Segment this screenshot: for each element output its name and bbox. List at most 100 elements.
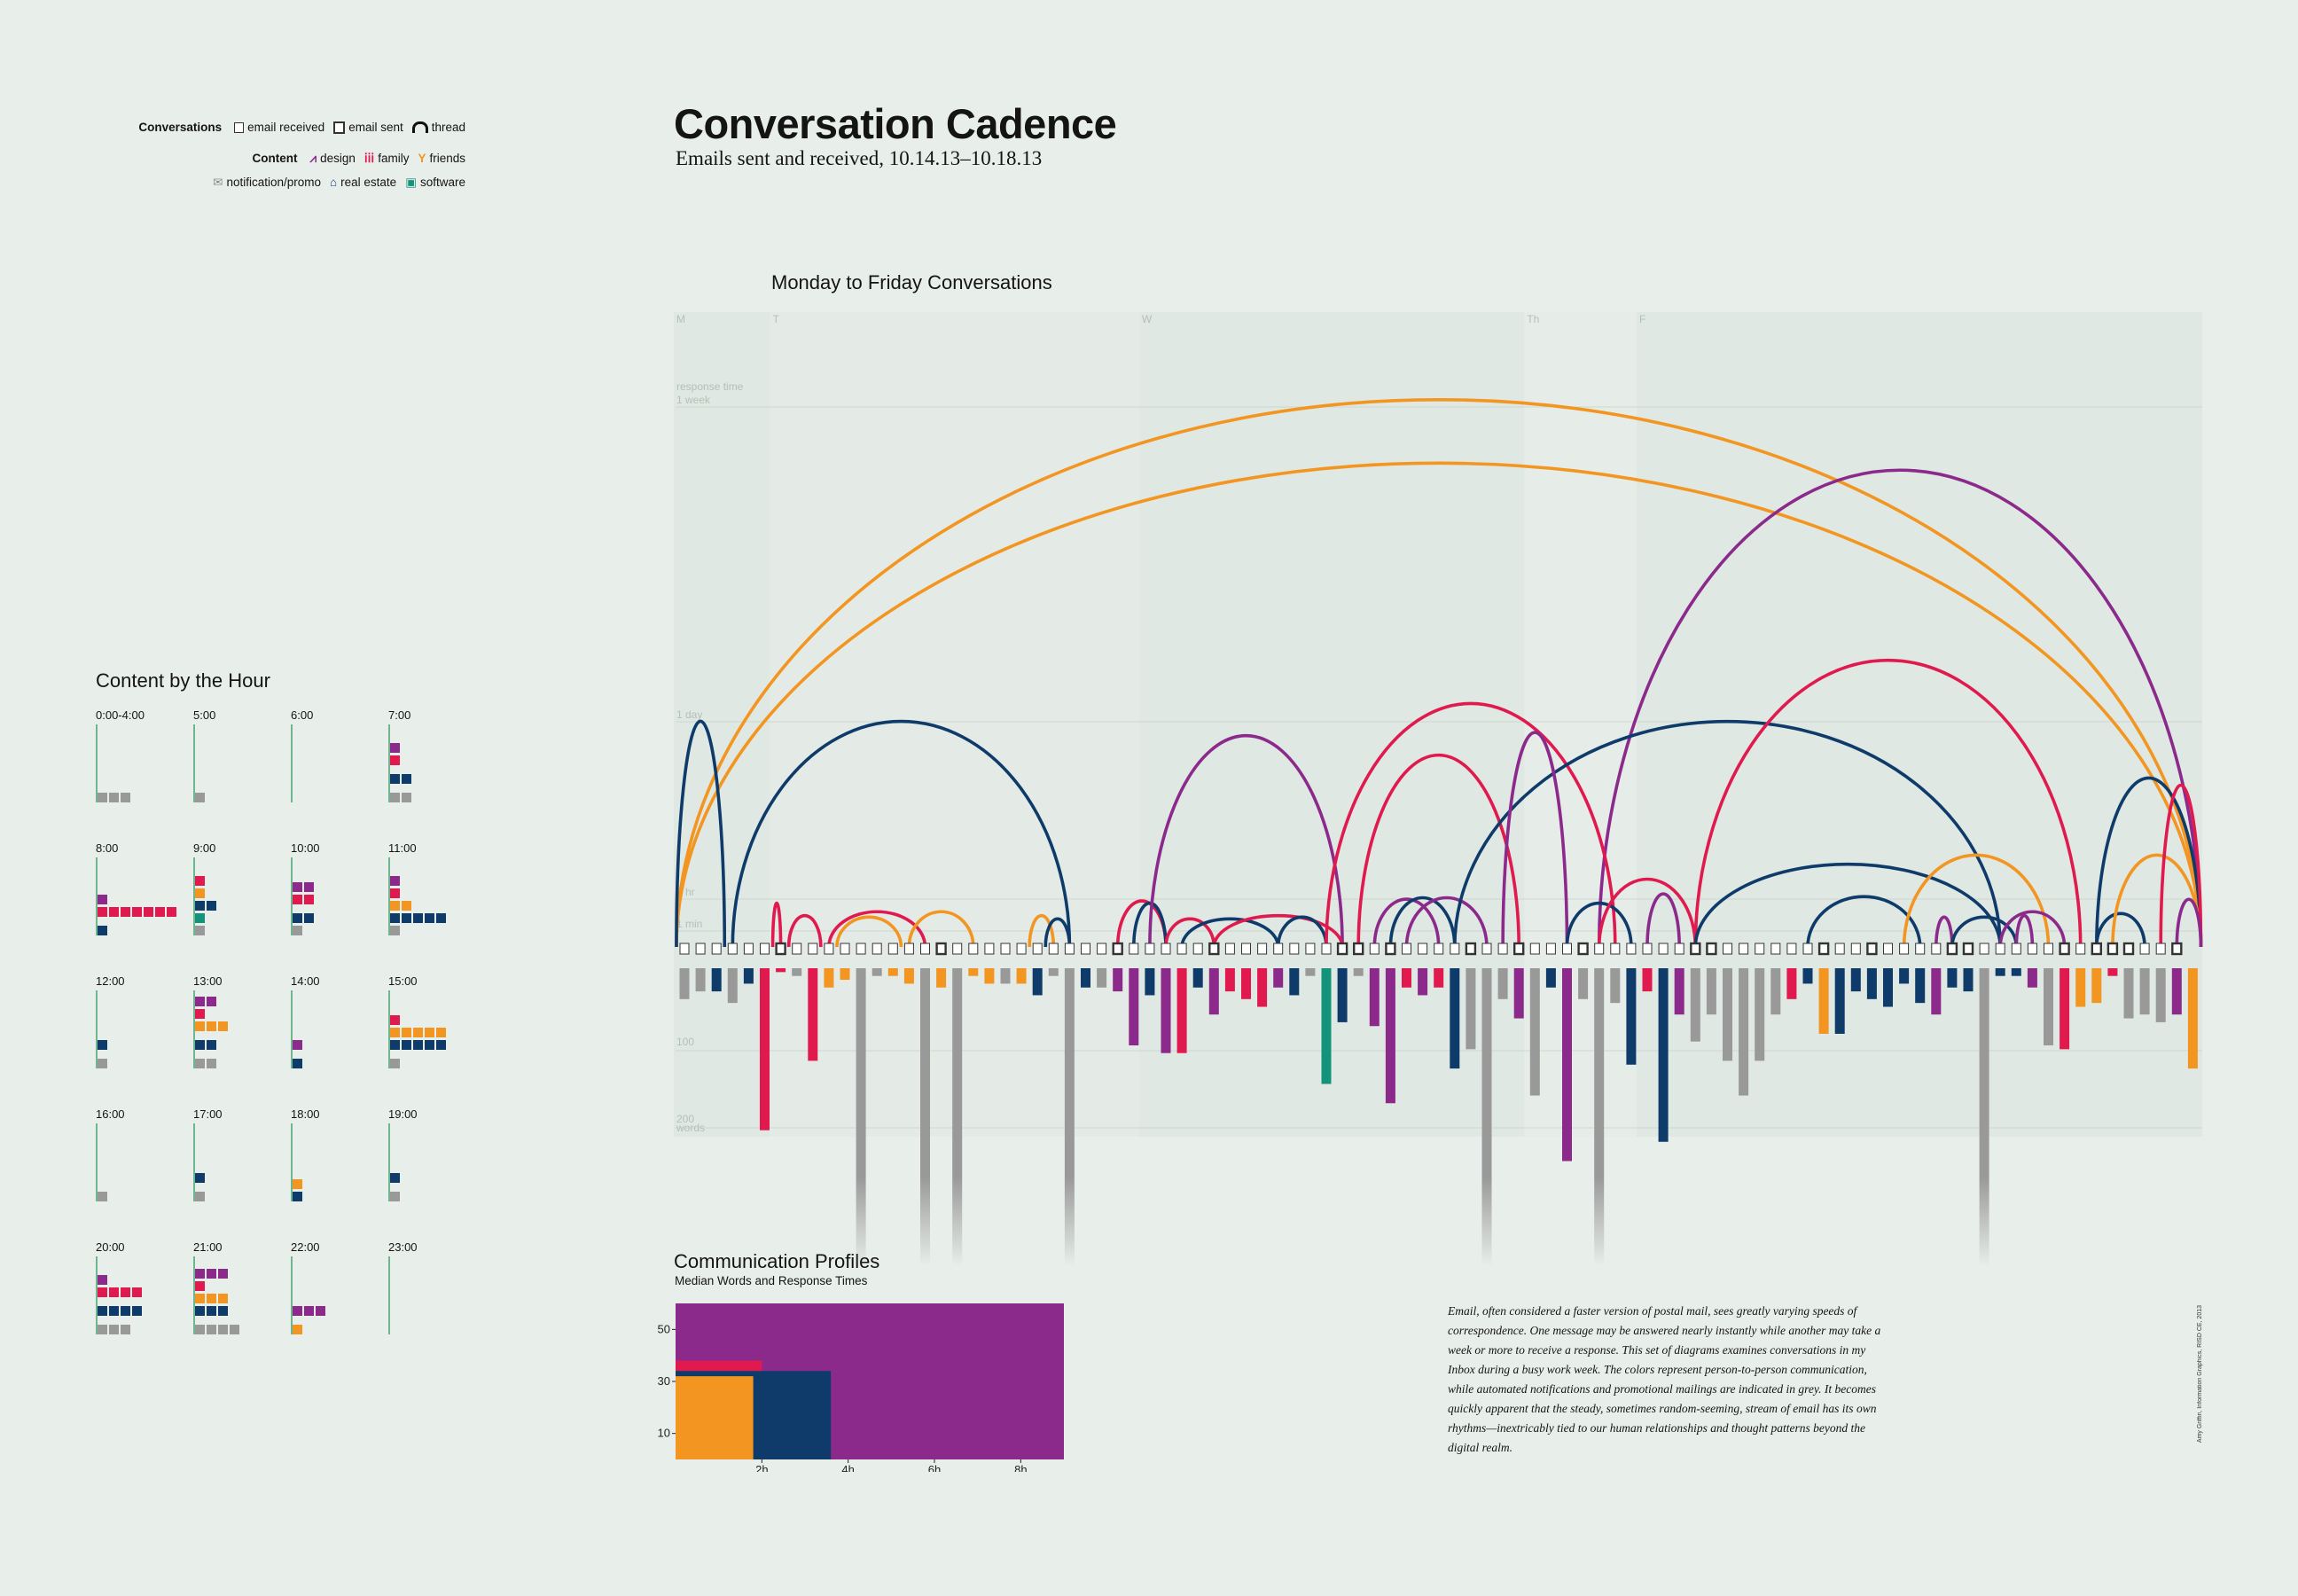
hour-block [293,882,302,892]
hour-block-stack [195,876,216,935]
hour-block-row [293,1325,325,1334]
hour-block-stack [195,1269,239,1334]
hour-axis [96,1123,98,1201]
hour-label: 7:00 [388,708,411,722]
hour-block [413,1028,423,1037]
hour-cell: 22:00 [284,1237,372,1352]
email-sent-box [2171,942,2183,956]
hour-block-row [293,1179,302,1189]
word-bar [2027,968,2037,988]
hour-block [390,1015,400,1025]
hour-block-row [293,1318,325,1322]
email-received-box [840,943,850,955]
word-bar [1097,968,1107,988]
profile-x-tick: 4h [841,1463,854,1472]
hour-block [390,743,400,753]
hour-block [195,1009,205,1019]
email-received-box [2139,943,2150,955]
hour-block [402,913,411,923]
word-bar [1545,968,1556,988]
hour-block [98,1040,107,1050]
design-compass-icon: ⩘ [309,152,317,165]
email-received-box [1497,943,1508,955]
hour-block [167,907,176,917]
email-received-box [711,943,722,955]
hour-block [402,901,411,911]
email-received-box [1642,943,1653,955]
word-bar [872,968,882,976]
hour-label: 5:00 [193,708,216,722]
email-received-box [792,943,802,955]
word-bar [968,968,979,976]
hour-block-row [195,1185,205,1189]
email-received-box [760,943,770,955]
thread-arc [1043,917,1072,948]
hour-axis [96,990,98,1068]
hour-cell: 10:00 [284,838,372,953]
hour-block-row [195,913,216,923]
email-sent-box [1962,942,1974,956]
hour-block [293,1040,302,1050]
hour-block-row [195,1192,205,1201]
word-bar [1353,968,1364,976]
response-level-label: 1 week [676,394,711,406]
email-sent-box [1208,942,1220,956]
thread-arc [1164,917,1216,948]
hour-block-row [293,913,314,923]
thread-arc [2014,914,2035,948]
word-bar [920,968,930,1267]
description-paragraph: Email, often considered a faster version… [1448,1304,1881,1454]
hour-block [390,876,400,886]
hour-block [207,1294,216,1303]
word-bar [2139,968,2150,1015]
hour-block [218,1269,228,1279]
hour-block-row [390,755,411,765]
hour-block [98,926,107,935]
thread-arc [1404,896,1489,948]
word-bar [1048,968,1059,976]
email-sent-box [2122,942,2135,956]
email-received-box [1192,943,1203,955]
email-received-box [1257,943,1268,955]
thread-arc [1028,914,1056,948]
email-received-box [1674,943,1684,955]
software-monitor-icon: ▣ [405,176,417,189]
hour-block [390,1040,400,1050]
email-received-box [1161,943,1171,955]
hour-block [304,882,314,892]
hour-block [207,901,216,911]
email-received-box [1723,943,1732,955]
hour-block [207,1306,216,1316]
hour-block [207,1269,216,1279]
word-bar [1786,968,1797,999]
word-bar [1273,968,1284,988]
hour-block [425,1040,434,1050]
hour-cell: 18:00 [284,1104,372,1219]
hour-cell: 6:00 [284,705,372,820]
response-axis-label: response time [676,380,744,393]
hour-cell: 0:00-4:00 [89,705,177,820]
hour-block-row [390,888,446,898]
credit-line: Amy Griffin, Information Graphics, RISD … [2197,1305,2203,1443]
hour-label: 6:00 [291,708,314,722]
email-received-box [1273,943,1284,955]
email-received-box [824,943,834,955]
hour-block [195,1269,205,1279]
hour-label: 21:00 [193,1240,223,1254]
word-bar [743,968,754,984]
hour-block [121,1325,130,1334]
hour-cell: 12:00 [89,971,177,1086]
word-bar [808,968,818,1061]
email-received-box [1979,943,1989,955]
hour-cell: 7:00 [381,705,470,820]
response-level-label: 1 day [676,708,702,721]
word-bar [1481,968,1492,1267]
thread-arc-icon [411,121,428,133]
hour-block-stack [98,1275,142,1334]
word-bar [2155,968,2166,1022]
hour-label: 10:00 [291,841,320,855]
email-received-box [1995,943,2005,955]
hour-block-stack [390,1015,446,1068]
hour-axis [388,1256,390,1334]
email-received-box [1802,943,1813,955]
